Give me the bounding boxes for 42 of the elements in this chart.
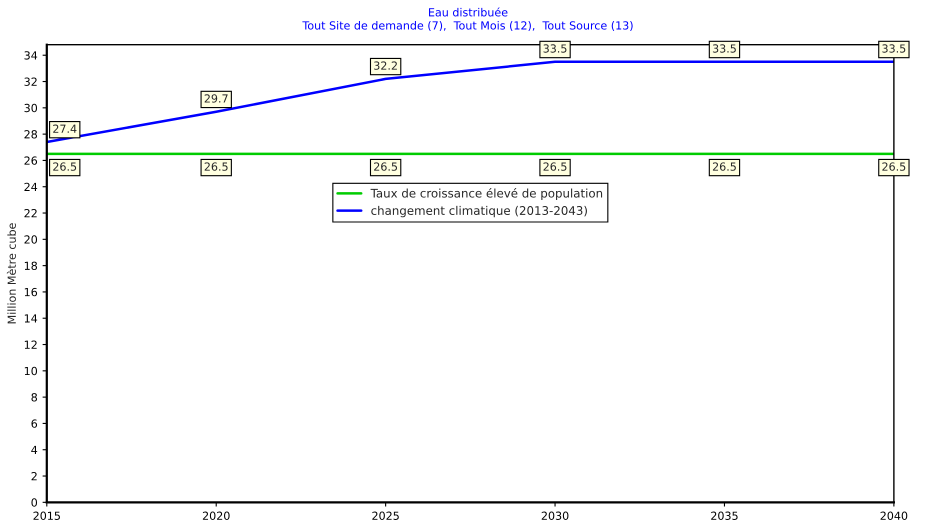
legend-label: changement climatique (2013-2043): [371, 206, 587, 218]
y-tick-label: 2: [32, 472, 37, 480]
line-series: [46, 60, 894, 144]
data-label: 26.5: [374, 162, 398, 171]
data-label: 27.4: [53, 124, 76, 133]
x-tick-label: 2015: [33, 512, 60, 520]
y-tick-label: 26: [24, 156, 38, 165]
x-tick-label: 2025: [372, 512, 399, 520]
y-tick-label: 4: [31, 446, 38, 454]
y-tick-label: 12: [24, 340, 37, 349]
y-tick-label: 18: [24, 262, 38, 270]
y-tick-label: 28: [24, 130, 38, 139]
data-label: 26.5: [204, 162, 228, 171]
chart-subtitle: Tout Site de demande (7), Tout Mois (12), Tout Source (13): [302, 21, 633, 31]
data-label: 29.7: [204, 94, 228, 103]
data-label: 33.5: [712, 44, 736, 53]
x-tick-label: 2020: [202, 512, 230, 520]
y-tick-label: 14: [24, 314, 38, 322]
chart-title: Eau distribuée: [429, 7, 508, 16]
data-label: 26.5: [882, 162, 906, 171]
y-tick-label: 20: [24, 235, 38, 244]
data-label: 26.5: [543, 162, 566, 171]
data-label: 32.2: [374, 61, 397, 70]
y-tick-label: 32: [24, 78, 37, 86]
x-tick-label: 2030: [542, 512, 568, 520]
data-label: 33.5: [544, 44, 566, 53]
legend-label: Taux de croissance élevé de population: [370, 188, 602, 200]
y-tick-label: 22: [24, 209, 37, 218]
y-tick-label: 10: [24, 366, 38, 376]
y-tick-label: 24: [24, 182, 38, 191]
data-label: 26.5: [53, 162, 76, 171]
y-tick-label: 6: [31, 419, 38, 428]
y-tick-label: 0: [31, 498, 38, 507]
x-tick-label: 2035: [711, 512, 738, 520]
y-axis-title: Million Mètre cube: [6, 223, 16, 324]
y-tick-label: 8: [31, 393, 38, 402]
y-tick-label: 16: [24, 288, 38, 296]
y-tick-label: 34: [24, 51, 38, 60]
x-tick-label: 2040: [880, 512, 908, 520]
data-label: 33.5: [882, 44, 906, 53]
y-tick-label: 30: [24, 104, 38, 112]
data-label: 26.5: [712, 162, 736, 171]
